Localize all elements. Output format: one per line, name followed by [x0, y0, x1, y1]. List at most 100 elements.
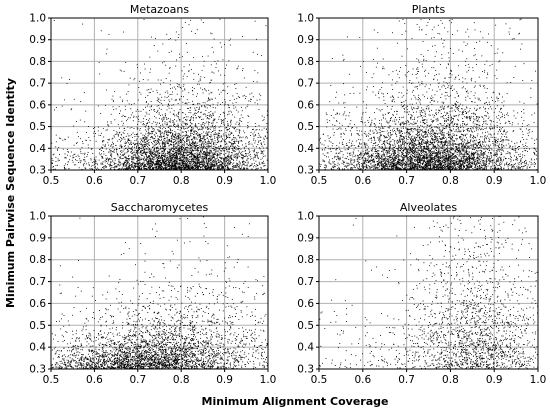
- scatter-point: [208, 97, 209, 99]
- scatter-point: [125, 160, 127, 161]
- scatter-point: [263, 156, 265, 158]
- scatter-point: [247, 126, 249, 128]
- scatter-point: [198, 135, 200, 137]
- scatter-point: [160, 132, 161, 134]
- scatter-point: [262, 120, 264, 122]
- scatter-point: [444, 106, 446, 108]
- scatter-point: [155, 125, 157, 127]
- scatter-point: [152, 137, 153, 139]
- scatter-point: [190, 132, 191, 134]
- scatter-point: [119, 96, 121, 98]
- scatter-point: [205, 148, 207, 150]
- scatter-point: [178, 164, 180, 165]
- scatter-point: [207, 152, 209, 154]
- scatter-point: [126, 158, 128, 160]
- scatter-point: [127, 160, 128, 162]
- scatter-point: [55, 141, 57, 143]
- scatter-point: [199, 106, 200, 108]
- scatter-point: [178, 126, 180, 128]
- scatter-point: [169, 167, 170, 169]
- scatter-point: [208, 160, 209, 162]
- scatter-point: [191, 130, 192, 131]
- scatter-point: [236, 109, 238, 111]
- scatter-point: [130, 114, 132, 116]
- scatter-point: [189, 163, 191, 165]
- scatter-point: [171, 140, 173, 142]
- scatter-point: [140, 132, 142, 134]
- scatter-point: [210, 157, 212, 159]
- scatter-point: [188, 151, 190, 153]
- scatter-point: [201, 161, 203, 163]
- scatter-point: [163, 118, 165, 120]
- scatter-point: [166, 155, 168, 156]
- scatter-point: [239, 155, 241, 157]
- scatter-point: [177, 152, 179, 154]
- scatter-point: [185, 123, 187, 125]
- scatter-point: [57, 148, 59, 150]
- scatter-point: [150, 101, 152, 102]
- scatter-point: [197, 142, 199, 144]
- scatter-point: [218, 89, 219, 91]
- scatter-point: [154, 140, 156, 142]
- scatter-point: [196, 158, 197, 159]
- scatter-point: [175, 155, 177, 157]
- scatter-point: [190, 160, 192, 162]
- scatter-point: [173, 113, 175, 115]
- scatter-point: [151, 155, 153, 157]
- scatter-point: [151, 152, 153, 154]
- scatter-point: [220, 163, 222, 165]
- scatter-point: [264, 135, 266, 137]
- scatter-point: [206, 148, 208, 149]
- scatter-point: [210, 32, 212, 34]
- scatter-point: [111, 151, 113, 153]
- scatter-point: [134, 149, 136, 151]
- scatter-point: [225, 127, 227, 129]
- scatter-point: [147, 121, 149, 123]
- scatter-point: [153, 140, 155, 142]
- scatter-point: [210, 126, 212, 128]
- scatter-point: [201, 105, 203, 107]
- scatter-point: [83, 92, 85, 94]
- scatter-point: [126, 165, 128, 167]
- scatter-point: [150, 153, 152, 154]
- scatter-point: [190, 152, 192, 154]
- scatter-point: [138, 156, 140, 158]
- scatter-point: [189, 156, 190, 158]
- scatter-point: [358, 134, 360, 136]
- scatter-point: [185, 102, 187, 104]
- scatter-point: [95, 166, 96, 168]
- scatter-point: [64, 153, 66, 155]
- scatter-point: [145, 166, 147, 168]
- scatter-point: [141, 149, 143, 151]
- scatter-point: [152, 132, 153, 134]
- scatter-point: [187, 127, 189, 129]
- scatter-point: [153, 134, 155, 136]
- scatter-point: [174, 164, 176, 166]
- scatter-point: [233, 141, 235, 142]
- scatter-point: [234, 142, 236, 143]
- scatter-point: [108, 139, 110, 141]
- scatter-point: [156, 164, 157, 166]
- scatter-point: [263, 165, 265, 167]
- scatter-point: [254, 102, 256, 104]
- scatter-point: [130, 148, 132, 150]
- scatter-point: [80, 101, 82, 103]
- scatter-point: [161, 147, 162, 149]
- scatter-point: [165, 115, 166, 117]
- scatter-point: [245, 155, 247, 157]
- scatter-point: [151, 136, 153, 138]
- scatter-point: [149, 149, 151, 150]
- scatter-point: [154, 153, 156, 155]
- scatter-point: [165, 164, 167, 166]
- scatter-point: [122, 124, 124, 126]
- scatter-point: [170, 129, 172, 131]
- scatter-point: [262, 162, 264, 164]
- scatter-point: [156, 151, 158, 153]
- scatter-point: [167, 166, 169, 167]
- scatter-point: [150, 158, 152, 160]
- scatter-point: [194, 157, 196, 159]
- scatter-point: [164, 153, 166, 155]
- scatter-point: [235, 88, 237, 89]
- scatter-point: [165, 145, 167, 147]
